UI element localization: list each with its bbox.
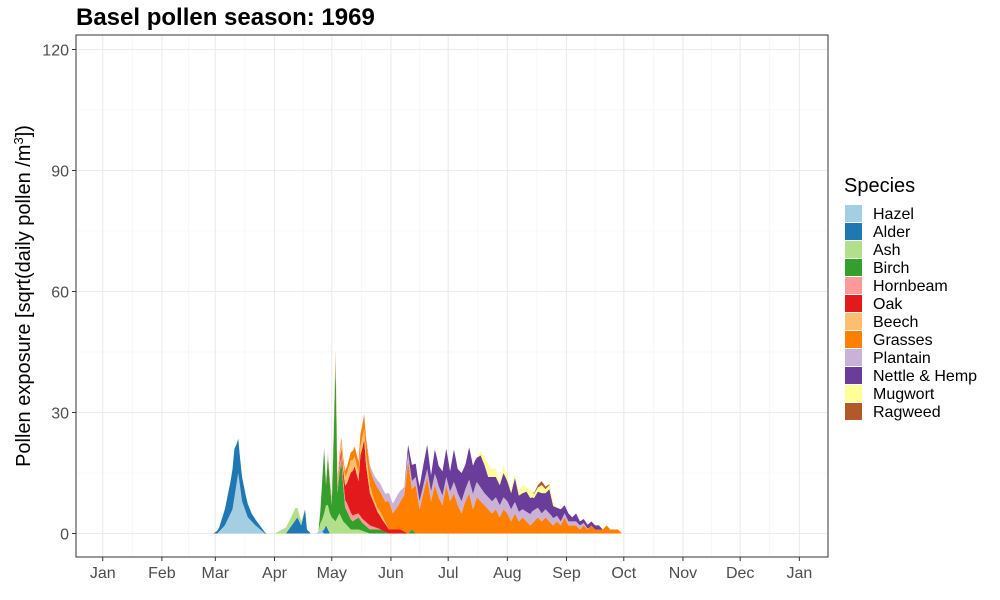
legend-label-grasses: Grasses <box>873 332 933 349</box>
y-axis-label: Pollen exposure [sqrt(daily pollen /m3]) <box>11 125 36 467</box>
legend-key-oak <box>845 295 862 312</box>
x-tick-label: Jun <box>378 565 404 582</box>
y-axis: 0 30 60 90 120 <box>42 43 76 544</box>
x-tick-label: Jan <box>786 565 812 582</box>
area-hazel <box>198 473 638 534</box>
y-axis-label-end: ]) <box>13 125 35 137</box>
y-tick-label: 30 <box>51 406 69 423</box>
legend-label-alder: Alder <box>873 224 911 241</box>
legend-label-ragweed: Ragweed <box>873 404 941 421</box>
x-tick-label: Dec <box>726 565 754 582</box>
y-tick-label: 60 <box>51 285 69 302</box>
legend-label-hazel: Hazel <box>873 206 914 223</box>
legend-key-birch <box>845 259 862 276</box>
y-axis-label-main: Pollen exposure [sqrt(daily pollen /m <box>13 145 35 467</box>
legend-label-nettle-hemp: Nettle & Hemp <box>873 368 977 385</box>
legend-label-mugwort: Mugwort <box>873 386 935 403</box>
panel-border <box>75 34 829 558</box>
legend-key-grasses <box>845 331 862 348</box>
x-tick-label: Sep <box>552 565 581 582</box>
chart-title: Basel pollen season: 1969 <box>76 4 375 31</box>
legend-key-plantain <box>845 349 862 366</box>
legend-label-oak: Oak <box>873 296 903 313</box>
area-series <box>198 349 638 534</box>
area-grasses <box>198 349 638 534</box>
x-tick-label: May <box>317 565 347 582</box>
legend-label-ash: Ash <box>873 242 901 259</box>
legend-label-beech: Beech <box>873 314 918 331</box>
legend: HazelAlderAshBirchHornbeamOakBeechGrasse… <box>845 205 977 421</box>
legend-key-ash <box>845 241 862 258</box>
y-tick-label: 90 <box>51 164 69 181</box>
x-tick-label: Jan <box>90 565 116 582</box>
x-tick-label: Oct <box>611 565 636 582</box>
x-tick-label: Mar <box>202 565 230 582</box>
x-tick-label: Aug <box>493 565 521 582</box>
y-tick-label: 120 <box>42 43 69 60</box>
legend-key-hazel <box>845 205 862 222</box>
legend-title: Species <box>844 175 915 197</box>
y-tick-label: 0 <box>60 527 69 544</box>
legend-key-alder <box>845 223 862 240</box>
legend-key-ragweed <box>845 403 862 420</box>
legend-label-plantain: Plantain <box>873 350 931 367</box>
x-tick-label: Feb <box>148 565 176 582</box>
legend-key-mugwort <box>845 385 862 402</box>
legend-label-hornbeam: Hornbeam <box>873 278 948 295</box>
x-tick-label: Apr <box>262 565 288 582</box>
legend-key-beech <box>845 313 862 330</box>
legend-key-nettle-hemp <box>845 367 862 384</box>
legend-label-birch: Birch <box>873 260 909 277</box>
area-plantain <box>198 349 638 534</box>
x-tick-label: Nov <box>669 565 697 582</box>
x-tick-label: Jul <box>438 565 458 582</box>
grid-minor <box>76 35 828 557</box>
y-axis-label-superscript: 3 <box>11 137 26 144</box>
x-axis: Jan Feb Mar Apr May Jun Jul Aug Sep Oct Nov Dec Jan <box>90 557 812 582</box>
legend-key-hornbeam <box>845 277 862 294</box>
